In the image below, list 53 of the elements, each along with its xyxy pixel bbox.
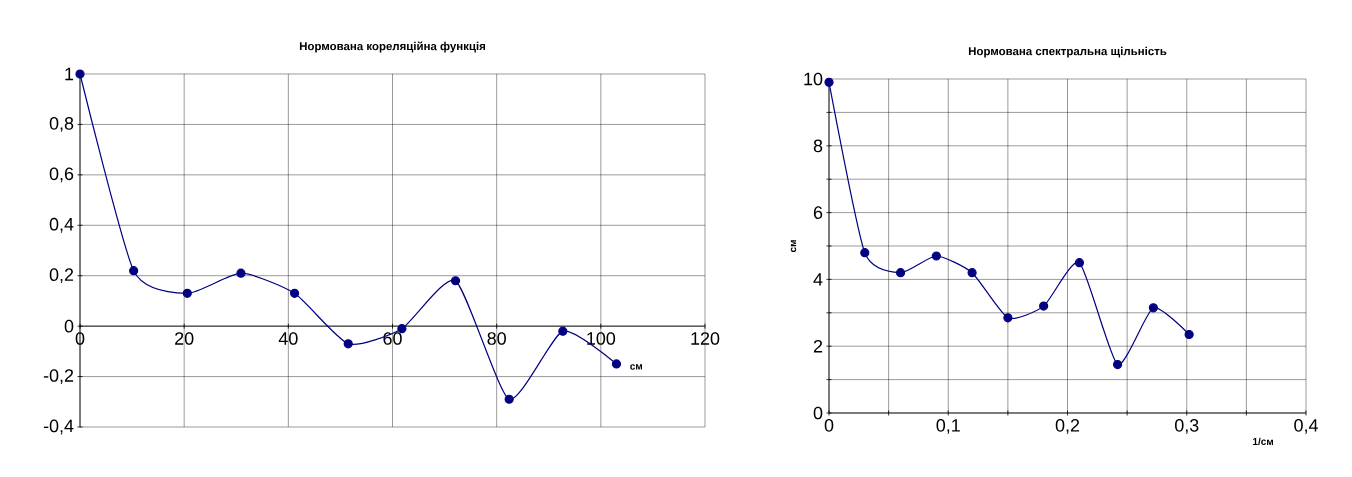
point [450,276,461,286]
point [558,326,568,336]
point [1184,329,1194,340]
point [1039,301,1049,311]
y-tick-label: 4 [813,273,823,286]
y-tick-label: 6 [813,206,823,219]
y-tick-label: -0,2 [43,369,74,384]
y-tick-label: -0,4 [43,419,74,435]
x-tick-label: 20 [175,332,194,345]
point [824,77,834,87]
x-tick-label: 0,1 [936,419,960,434]
point [860,248,870,258]
point [611,359,622,369]
x-tick-label: 0,4 [1294,419,1318,434]
point [343,339,353,349]
y-tick-label: 0 [64,319,74,333]
x-tick-label: 120 [691,332,720,345]
x-axis-title: 1/см [1253,437,1273,446]
x-tick-label: 40 [278,332,298,345]
x-tick-label: 0,3 [1175,419,1199,434]
point [236,268,246,278]
point [182,288,192,298]
y-tick-label: 0,2 [49,268,74,284]
y-axis-title: см [790,240,797,253]
y-tick-label: 8 [813,139,823,153]
x-tick-label: 0 [824,419,834,432]
point [895,268,906,278]
x-axis-title: см [630,364,643,370]
x-tick-label: 60 [383,332,402,345]
x-tick-label: 0 [75,332,85,345]
point [1148,303,1158,313]
point [129,266,139,276]
point [397,324,407,334]
y-tick-label: 2 [813,339,823,353]
x-tick-label: 0,2 [1055,419,1080,434]
x-tick-label: 80 [487,332,506,345]
point [289,288,300,298]
point [967,268,977,278]
point [75,69,85,79]
point [1003,313,1013,323]
y-tick-label: 1 [65,67,74,81]
y-tick-label: 10 [804,72,823,86]
point [1113,359,1123,370]
x-tick-label: 100 [587,332,616,345]
chart-title: Нормована кореляційна функція [299,41,486,53]
point [504,394,514,404]
y-tick-label: 0,4 [49,217,74,233]
y-tick-label: 0,8 [49,117,74,132]
point [931,251,941,261]
point [1074,258,1085,268]
y-tick-label: 0,6 [49,167,74,183]
chart-title: Нормована спектральна щільність [968,46,1167,58]
y-tick-label: 0 [813,406,823,420]
